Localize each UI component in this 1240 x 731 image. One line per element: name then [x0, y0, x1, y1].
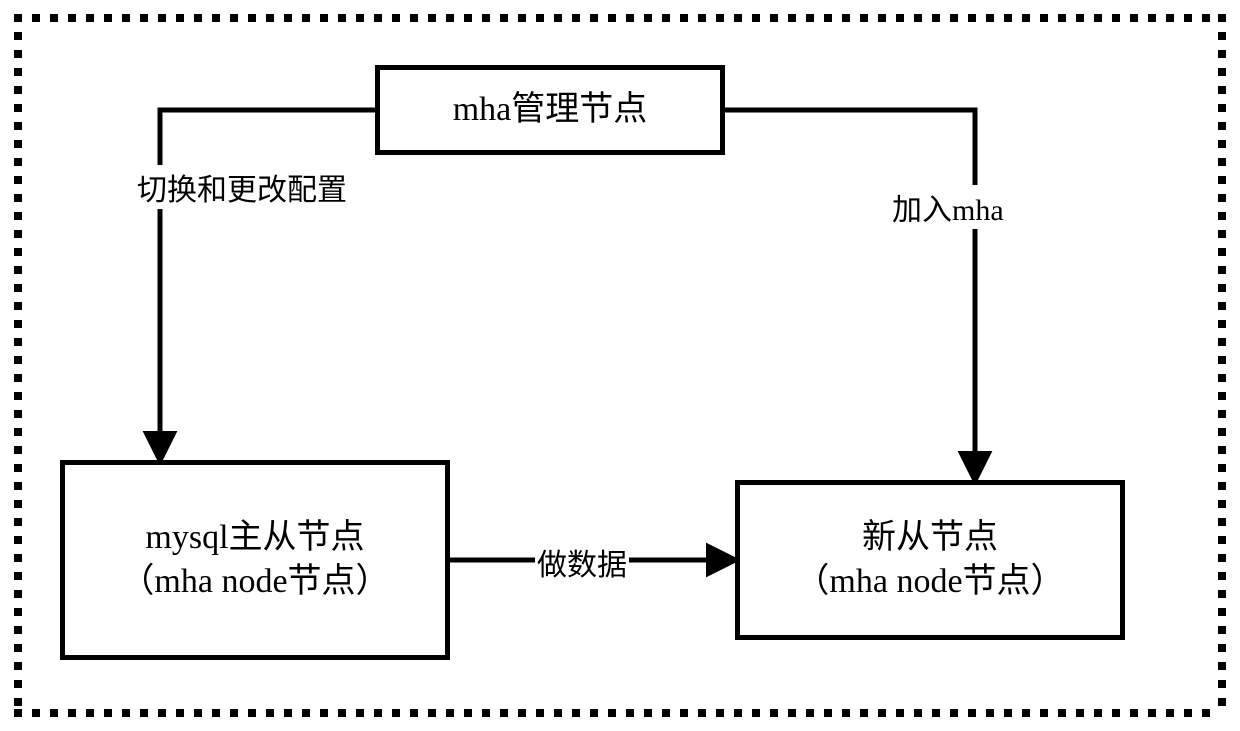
node-mha-manager: mha管理节点: [375, 65, 725, 155]
node-label: 新从节点 （mha node节点）: [795, 516, 1064, 604]
node-mysql-master: mysql主从节点 （mha node节点）: [60, 460, 450, 660]
edge-label-join-mha: 加入mha: [890, 185, 1006, 229]
node-new-slave: 新从节点 （mha node节点）: [735, 480, 1125, 640]
edge-label-switch-config: 切换和更改配置: [135, 165, 349, 209]
diagram-canvas: mha管理节点 mysql主从节点 （mha node节点） 新从节点 （mha…: [0, 0, 1240, 731]
node-label: mha管理节点: [453, 90, 648, 130]
edge-label-sync-data: 做数据: [535, 540, 629, 584]
node-label: mysql主从节点 （mha node节点）: [120, 516, 389, 604]
